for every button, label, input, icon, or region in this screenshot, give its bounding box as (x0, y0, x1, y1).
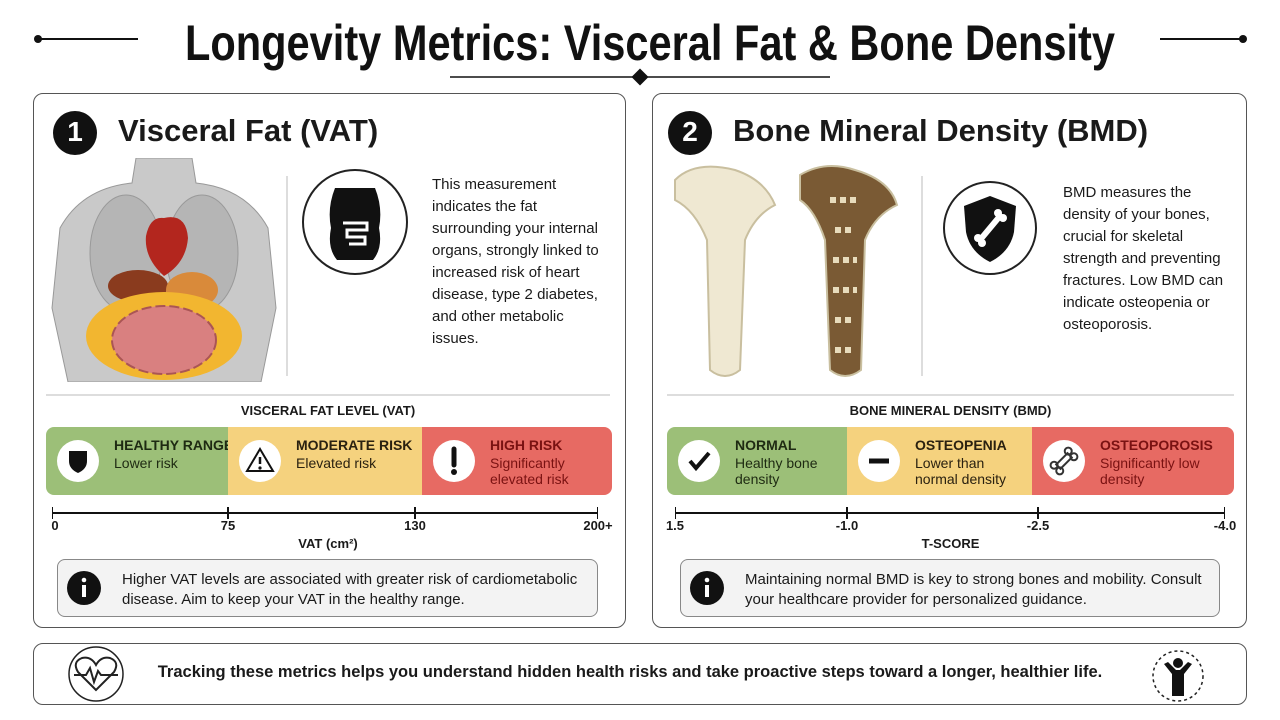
number-badge (668, 111, 712, 155)
icon-part (1049, 446, 1079, 476)
icon-part (1069, 452, 1079, 462)
note-box (680, 559, 1220, 617)
icon-part (688, 451, 711, 472)
axis-label: T-SCORE (921, 536, 980, 551)
scale-title: BONE MINERAL DENSITY (BMD) (849, 403, 1052, 418)
icon-part (258, 466, 262, 470)
zone-label: OSTEOPENIA (915, 437, 1007, 453)
rule (667, 394, 1234, 396)
icon-intestine (343, 221, 369, 246)
icon-head (1173, 658, 1183, 668)
icon-body (1164, 662, 1192, 696)
icon-pulse (74, 665, 118, 686)
zone-icon (678, 440, 720, 482)
divider (921, 176, 923, 376)
icon-bone-end (994, 209, 1002, 217)
page-title: Longevity Metrics: Visceral Fat & Bone D… (185, 15, 1115, 71)
header: Longevity Metrics: Visceral Fat & Bone D… (34, 15, 1247, 86)
zone-icon (1043, 440, 1085, 482)
icon-bone-end (978, 239, 986, 247)
zone-label: NORMAL (735, 437, 797, 453)
scale-axis (52, 507, 598, 519)
note-text: Maintaining normal BMD is key to strong … (745, 571, 1202, 608)
heart-icon (68, 646, 124, 702)
icon-heart (74, 656, 118, 692)
torso-illustration (51, 158, 277, 382)
header-dot (34, 35, 42, 43)
osteoporotic-bone (799, 165, 899, 377)
healthy-bone (674, 165, 777, 377)
footer-box (33, 643, 1247, 705)
heart (145, 217, 188, 276)
number-badge (53, 111, 97, 155)
panel-title: Visceral Fat (VAT) (118, 113, 379, 148)
zone-label: MODERATE RISK (296, 437, 413, 453)
icon-bone (977, 213, 1003, 243)
intestines (111, 305, 217, 375)
panel-number: 2 (682, 116, 698, 147)
footer-text: Tracking these metrics helps you underst… (157, 663, 1103, 681)
panel-description: BMD measures the density of your bones, … (1063, 184, 1224, 333)
icon-part (53, 111, 97, 155)
bone-pores (830, 197, 860, 353)
icon-ring (68, 646, 124, 702)
zone-detail: Lower than normal density (915, 455, 1007, 487)
rule (46, 394, 610, 396)
person-icon (1152, 650, 1204, 702)
zone-label: HEALTHY RANGE (114, 437, 234, 453)
icon-bone-end (999, 214, 1007, 222)
header-diamond (631, 68, 649, 86)
scale-title: VISCERAL FAT LEVEL (VAT) (240, 403, 416, 418)
zone-label: HIGH RISK (490, 437, 563, 453)
tick-label: 0 (51, 518, 59, 533)
info-icon (690, 571, 724, 605)
zone-detail: Healthy bone density (735, 455, 818, 487)
zone-detail: Significantly low density (1100, 455, 1200, 487)
icon-part (1055, 466, 1065, 476)
icon-part (704, 577, 710, 583)
icon-part (668, 111, 712, 155)
info-icon (67, 571, 101, 605)
bone-illustration (674, 165, 899, 377)
tick-label: 200+ (583, 518, 613, 533)
scale-axis (675, 507, 1225, 519)
vat-icon (302, 169, 408, 275)
header-dot (1239, 35, 1247, 43)
icon-ring (1152, 650, 1204, 702)
icon-part (245, 447, 275, 472)
tick-label: -2.5 (1026, 518, 1050, 533)
zone-detail: Lower risk (114, 455, 178, 471)
tick-label: -1.0 (835, 518, 859, 533)
note-text: Higher VAT levels are associated with gr… (122, 571, 578, 608)
note-box (57, 559, 598, 617)
zone-icon (433, 440, 475, 482)
icon-part (1043, 440, 1085, 482)
icon-part (82, 585, 86, 597)
panel-box (652, 93, 1247, 628)
zone-icon (239, 440, 281, 482)
zone-icon (858, 440, 900, 482)
tick-label: -4.0 (1213, 518, 1237, 533)
zone-icon (57, 440, 99, 482)
icon-part (69, 451, 87, 473)
panel-number: 1 (67, 116, 83, 147)
panel-title: Bone Mineral Density (BMD) (733, 113, 1149, 148)
icon-part (451, 469, 457, 475)
icon-part (81, 577, 87, 583)
axis-label: VAT (cm²) (298, 536, 358, 551)
bmd-icon (943, 181, 1037, 275)
zone-detail: Significantly elevated risk (490, 455, 569, 487)
divider (286, 176, 288, 376)
panel-description: This measurement indicates the fat surro… (432, 176, 599, 347)
zone-detail: Elevated risk (296, 455, 377, 471)
tick-label: 130 (404, 518, 426, 533)
zone-label: OSTEOPOROSIS (1100, 437, 1213, 453)
icon-part (705, 585, 709, 597)
icon-part (678, 440, 720, 482)
tick-label: 75 (220, 518, 236, 533)
icon-part (869, 458, 889, 464)
tick-label: 1.5 (665, 518, 685, 533)
